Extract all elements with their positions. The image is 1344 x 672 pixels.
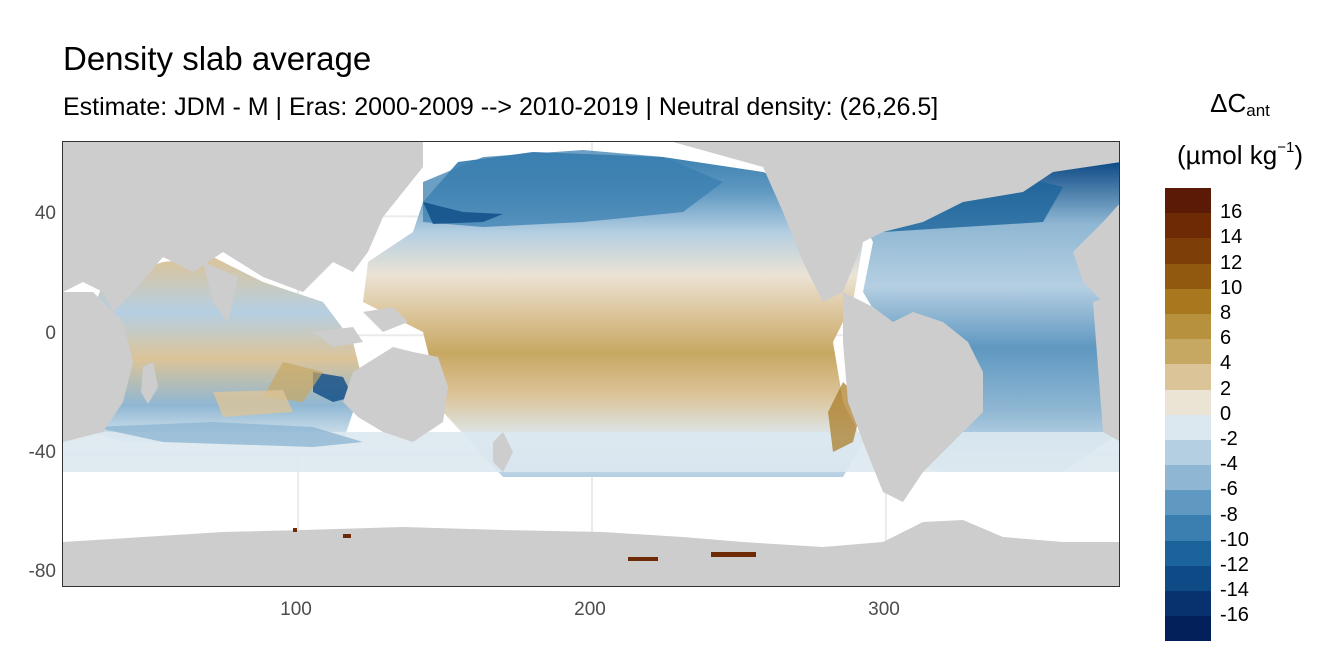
colorbar-label: -2 bbox=[1220, 428, 1238, 450]
legend-title-main: ΔC bbox=[1210, 88, 1247, 118]
legend-title: ΔCant bbox=[1160, 90, 1320, 119]
colorbar-box bbox=[1165, 439, 1211, 466]
legend-colorbar bbox=[1165, 188, 1211, 642]
colorbar-box bbox=[1165, 465, 1211, 491]
colorbar-label: 4 bbox=[1220, 352, 1232, 375]
y-tick-0: 0 bbox=[45, 323, 56, 344]
legend-unit-open: (µmol kg bbox=[1177, 140, 1278, 170]
colorbar-box bbox=[1165, 339, 1211, 365]
colorbar-box bbox=[1165, 616, 1211, 642]
colorbar-label: -4 bbox=[1220, 453, 1238, 476]
land-masses bbox=[63, 142, 1119, 586]
x-tick-200: 200 bbox=[574, 599, 606, 620]
colorbar-label: 14 bbox=[1220, 226, 1243, 249]
colorbar-box bbox=[1165, 540, 1211, 566]
legend-title-sub: ant bbox=[1246, 101, 1270, 120]
map-title: Density slab average bbox=[63, 40, 372, 77]
colorbar-box bbox=[1165, 515, 1211, 541]
colorbar-label: -12 bbox=[1220, 554, 1249, 576]
density-slab-map bbox=[63, 142, 1119, 586]
colorbar-label: -14 bbox=[1220, 579, 1249, 602]
legend-unit: (µmol kg−1) bbox=[1160, 140, 1320, 168]
colorbar-box bbox=[1165, 389, 1211, 415]
colorbar-label: 8 bbox=[1220, 302, 1232, 324]
colorbar-box bbox=[1165, 288, 1211, 314]
colorbar-label: -10 bbox=[1220, 528, 1249, 551]
colorbar-box bbox=[1165, 188, 1211, 214]
colorbar-label: 10 bbox=[1220, 276, 1243, 299]
y-tick-minus80: -80 bbox=[28, 561, 56, 582]
colorbar-box bbox=[1165, 414, 1211, 440]
legend-unit-close: ) bbox=[1294, 140, 1303, 170]
y-tick-minus40: -40 bbox=[28, 442, 56, 463]
colorbar-label: 16 bbox=[1220, 201, 1243, 224]
colorbar-label: 6 bbox=[1220, 327, 1232, 350]
colorbar-box bbox=[1165, 364, 1211, 390]
colorbar-box bbox=[1165, 490, 1211, 516]
colorbar-label: -6 bbox=[1220, 478, 1238, 501]
colorbar-label: 12 bbox=[1220, 251, 1243, 274]
x-tick-100: 100 bbox=[280, 599, 312, 620]
antarctic-shelf-values bbox=[293, 528, 756, 561]
colorbar-box bbox=[1165, 263, 1211, 289]
colorbar-label: 0 bbox=[1220, 402, 1232, 425]
colorbar-box bbox=[1165, 591, 1211, 617]
map-subtitle: Estimate: JDM - M | Eras: 2000-2009 --> … bbox=[63, 93, 939, 121]
map-panel bbox=[62, 141, 1120, 587]
legend-unit-sup: −1 bbox=[1277, 139, 1295, 156]
colorbar-box bbox=[1165, 213, 1211, 239]
x-tick-300: 300 bbox=[868, 599, 900, 620]
colorbar-label: -8 bbox=[1220, 503, 1238, 526]
colorbar-label: -16 bbox=[1220, 604, 1249, 627]
colorbar-box bbox=[1165, 238, 1211, 264]
y-tick-40: 40 bbox=[34, 203, 56, 224]
colorbar-box bbox=[1165, 565, 1211, 591]
colorbar-label: 2 bbox=[1220, 377, 1232, 400]
colorbar-box bbox=[1165, 313, 1211, 340]
